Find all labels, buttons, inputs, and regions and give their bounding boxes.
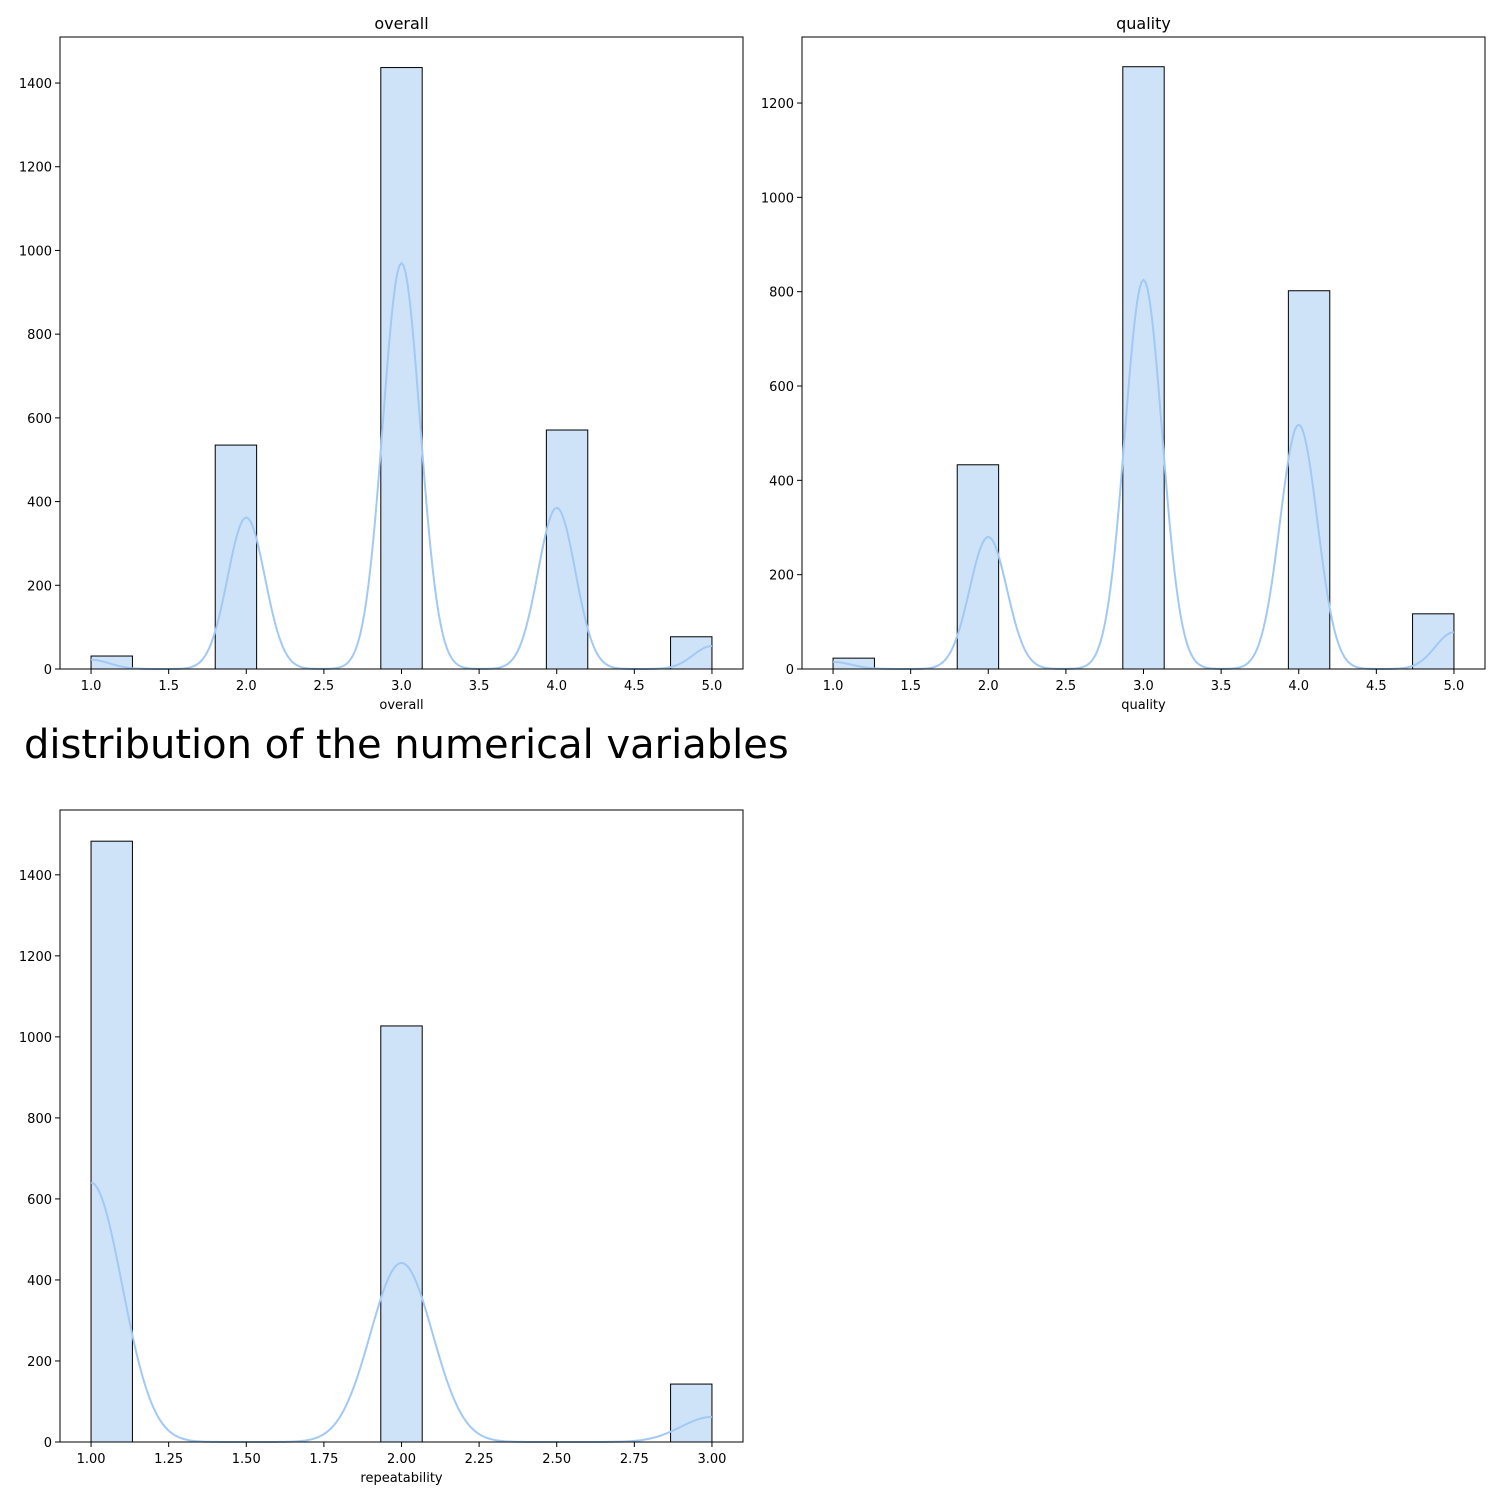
repeatability-y-tick-label: 800 <box>27 1112 52 1127</box>
repeatability-x-tick-label: 3.00 <box>697 1452 726 1467</box>
quality-bar-2 <box>1122 66 1165 670</box>
repeatability-x-tick-label: 1.25 <box>154 1452 183 1467</box>
quality-bar-4 <box>1412 613 1455 670</box>
repeatability-y-tick-label: 1200 <box>19 950 52 965</box>
overall-y-tick-label: 400 <box>27 496 52 511</box>
overall-y-tick-label: 1200 <box>19 161 52 176</box>
quality-x-tick-label: 3.0 <box>1133 679 1154 694</box>
quality-panel-title: quality <box>1116 14 1171 33</box>
overall-y-tick-label: 800 <box>27 328 52 343</box>
repeatability-x-axis-label: repeatability <box>360 1471 443 1486</box>
repeatability-bar-1 <box>380 1025 423 1443</box>
quality-x-tick-label: 4.5 <box>1366 679 1387 694</box>
quality-y-tick-label: 0 <box>786 663 794 678</box>
quality-kde-line <box>833 278 1455 670</box>
repeatability-y-tick-label: 1000 <box>19 1031 52 1046</box>
quality-x-tick-label: 5.0 <box>1444 679 1465 694</box>
repeatability-y-tick-label: 1400 <box>19 869 52 884</box>
repeatability-x-tick-label: 2.50 <box>542 1452 571 1467</box>
overall-y-tick-label: 200 <box>27 579 52 594</box>
overall-y-tick-label: 1400 <box>19 77 52 92</box>
overall-x-tick-label: 4.5 <box>624 679 645 694</box>
repeatability-x-tick-label: 1.50 <box>232 1452 261 1467</box>
overall-x-tick-label: 2.0 <box>236 679 257 694</box>
overall-x-tick-label: 2.5 <box>314 679 335 694</box>
quality-y-tick-label: 400 <box>769 474 794 489</box>
overall-bar-4 <box>670 636 713 670</box>
overall-y-tick-label: 600 <box>27 412 52 427</box>
figure-suptitle: distribution of the numerical variables <box>24 722 789 768</box>
quality-y-tick-label: 200 <box>769 569 794 584</box>
quality-y-tick-label: 1000 <box>761 191 794 206</box>
repeatability-bar-0 <box>90 840 133 1443</box>
overall-x-tick-label: 1.5 <box>158 679 179 694</box>
quality-x-tick-label: 1.5 <box>900 679 921 694</box>
repeatability-x-tick-label: 2.75 <box>620 1452 649 1467</box>
quality-x-tick-label: 2.5 <box>1056 679 1077 694</box>
overall-x-tick-label: 4.0 <box>546 679 567 694</box>
quality-x-axis-label: quality <box>1121 698 1166 713</box>
quality-x-tick-label: 3.5 <box>1211 679 1232 694</box>
overall-y-tick-label: 0 <box>44 663 52 678</box>
repeatability-y-tick-label: 600 <box>27 1193 52 1208</box>
overall-bar-3 <box>545 429 589 670</box>
repeatability-x-tick-label: 1.75 <box>309 1452 338 1467</box>
quality-y-tick-label: 800 <box>769 286 794 301</box>
quality-x-tick-label: 1.0 <box>823 679 844 694</box>
overall-x-tick-label: 5.0 <box>702 679 723 694</box>
overall-x-axis-label: overall <box>379 698 423 713</box>
quality-bar-3 <box>1287 290 1331 670</box>
overall-histogram-panel: 1.0 1.5 2.0 2.5 3.0 3.5 4.0 4.5 5.0 0 200 400 600 800… <box>19 14 744 713</box>
overall-bar-1 <box>214 444 258 670</box>
repeatability-y-tick-label: 400 <box>27 1274 52 1289</box>
overall-x-tick-label: 3.0 <box>391 679 412 694</box>
repeatability-bar-2 <box>670 1383 713 1443</box>
quality-histogram-panel: 1.0 1.5 2.0 2.5 3.0 3.5 4.0 4.5 5.0 0 200 400 600 800… <box>761 14 1486 713</box>
quality-y-tick-label: 600 <box>769 380 794 395</box>
overall-x-tick-label: 1.0 <box>81 679 102 694</box>
repeatability-y-tick-label: 200 <box>27 1355 52 1370</box>
repeatability-histogram-panel: 1.00 1.25 1.50 1.75 2.00 2.25 2.50 2.75 3.00 0 200… <box>19 809 744 1486</box>
quality-x-tick-label: 4.0 <box>1288 679 1309 694</box>
repeatability-x-tick-label: 1.00 <box>77 1452 106 1467</box>
quality-bar-1 <box>956 464 1000 670</box>
repeatability-x-tick-label: 2.00 <box>387 1452 416 1467</box>
repeatability-y-tick-label: 0 <box>44 1436 52 1451</box>
overall-x-tick-label: 3.5 <box>469 679 490 694</box>
quality-y-tick-label: 1200 <box>761 97 794 112</box>
overall-panel-title: overall <box>374 14 428 33</box>
overall-kde-line <box>91 261 713 670</box>
quality-x-tick-label: 2.0 <box>978 679 999 694</box>
repeatability-x-tick-label: 2.25 <box>465 1452 494 1467</box>
overall-y-tick-label: 1000 <box>19 244 52 259</box>
